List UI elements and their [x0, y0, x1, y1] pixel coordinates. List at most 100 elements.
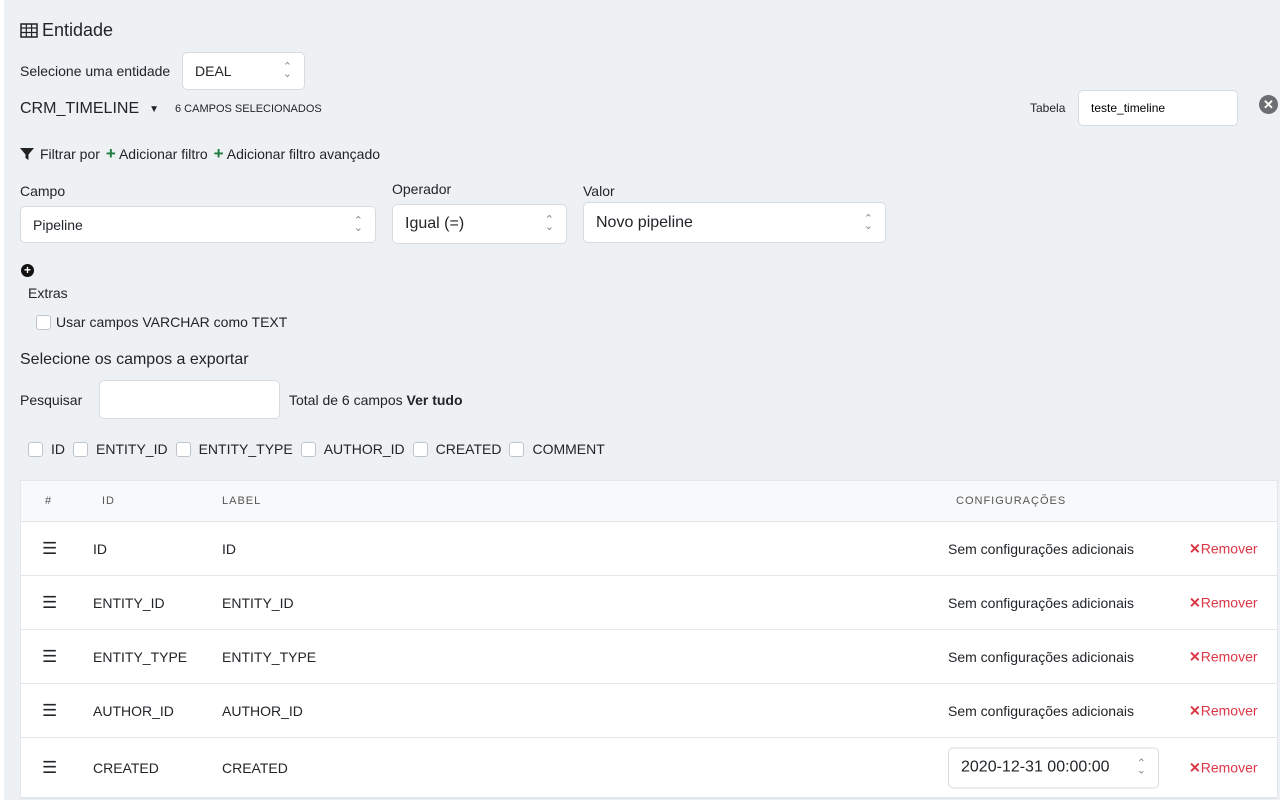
table-row: ☰ ID ID Sem configurações adicionais ✕Re…	[21, 522, 1277, 576]
drag-handle-icon[interactable]: ☰	[42, 700, 58, 720]
drag-handle-icon[interactable]: ☰	[42, 538, 58, 558]
page: Entidade Selecione uma entidade DEAL ⌃ ⌄ …	[4, 0, 1280, 800]
checkbox[interactable]	[509, 441, 525, 457]
row-id: AUTHOR_ID	[93, 702, 174, 719]
row-label: ENTITY_TYPE	[222, 648, 317, 665]
operador-select[interactable]: Igual (=) ⌃ ⌄	[392, 204, 567, 244]
config-text: Sem configurações adicionais	[948, 594, 1134, 611]
remove-text: Remover	[1200, 702, 1258, 718]
remove-text: Remover	[1200, 540, 1258, 556]
config-text: Sem configurações adicionais	[948, 648, 1134, 665]
drag-handle-icon[interactable]: ☰	[42, 757, 58, 777]
checkbox[interactable]	[175, 441, 191, 457]
x-icon: ✕	[1189, 594, 1201, 610]
remove-button[interactable]: ✕Remover	[1189, 759, 1258, 776]
checkbox[interactable]	[73, 441, 88, 457]
field-checkbox-label: CREATED	[435, 441, 502, 457]
valor-label: Valor	[583, 183, 615, 199]
header-id: ID	[102, 495, 115, 507]
field-checkbox-label: ENTITY_ID	[96, 441, 168, 457]
add-advanced-filter-text: Adicionar filtro avançado	[226, 146, 381, 162]
row-id: CREATED	[93, 759, 159, 776]
row-label: ID	[222, 540, 236, 557]
table-row: ☰ CREATED CREATED 2020-12-31 00:00:00 ⌃ ⌄ …	[21, 738, 1277, 798]
checkbox[interactable]	[36, 314, 51, 330]
field-checkbox[interactable]: ID	[28, 441, 65, 457]
valor-select[interactable]: Novo pipeline ⌃ ⌄	[583, 202, 886, 243]
filter-label: Filtrar por	[40, 146, 100, 162]
table-row: ☰ AUTHOR_ID AUTHOR_ID Sem configurações …	[21, 684, 1277, 738]
header-hash: #	[45, 495, 53, 507]
config-text: Sem configurações adicionais	[948, 702, 1134, 719]
entity-value: DEAL	[195, 63, 232, 79]
table-header: # ID LABEL CONFIGURAÇÕES	[21, 481, 1277, 522]
chevron-updown-icon: ⌃ ⌄	[1136, 757, 1146, 777]
table-icon	[20, 23, 38, 38]
field-checkbox-label: COMMENT	[532, 441, 605, 457]
campo-label: Campo	[20, 183, 66, 199]
field-checkbox[interactable]: CREATED	[412, 441, 502, 457]
add-advanced-filter-button[interactable]: + Adicionar filtro avançado	[214, 144, 380, 164]
field-checkbox[interactable]: COMMENT	[509, 441, 605, 457]
x-icon: ✕	[1189, 648, 1201, 664]
row-label: CREATED	[222, 759, 288, 776]
fields-title: Selecione os campos a exportar	[20, 351, 249, 368]
filter-icon	[20, 148, 34, 160]
plus-icon: +	[213, 144, 224, 163]
source-dropdown[interactable]: CRM_TIMELINE ▼	[20, 100, 159, 118]
checkbox[interactable]	[412, 441, 428, 457]
varchar-checkbox[interactable]: Usar campos VARCHAR como TEXT	[36, 314, 287, 330]
close-icon[interactable]: ✕	[1259, 95, 1278, 114]
operador-value: Igual (=)	[405, 215, 465, 232]
row-label: AUTHOR_ID	[222, 702, 303, 719]
field-checkbox[interactable]: ENTITY_ID	[73, 441, 168, 457]
drag-handle-icon[interactable]: ☰	[42, 646, 58, 666]
x-icon: ✕	[1189, 702, 1201, 718]
field-checkboxes: ID ENTITY_ID ENTITY_TYPE AUTHOR_ID CREATED CO…	[28, 441, 605, 457]
caret-down-icon: ▼	[149, 103, 160, 115]
chevron-updown-icon: ⌃ ⌄	[282, 61, 292, 80]
remove-text: Remover	[1200, 648, 1258, 664]
entity-label: Selecione uma entidade	[20, 63, 171, 79]
total-fields: Total de 6 campos Ver tudo	[289, 392, 463, 408]
see-all-link[interactable]: Ver tudo	[406, 392, 463, 408]
drag-handle-icon[interactable]: ☰	[42, 592, 58, 612]
row-id: ENTITY_TYPE	[93, 648, 188, 665]
checkbox[interactable]	[300, 441, 316, 457]
remove-button[interactable]: ✕Remover	[1189, 648, 1258, 665]
checkbox[interactable]	[28, 441, 43, 457]
campo-select[interactable]: Pipeline ⌃ ⌄	[20, 206, 376, 243]
filter-bar: Filtrar por + Adicionar filtro + Adicion…	[20, 144, 380, 164]
selected-count: 6 CAMPOS SELECIONADOS	[175, 103, 322, 115]
section-title: Entidade	[20, 20, 113, 41]
campo-value: Pipeline	[33, 216, 83, 233]
field-checkbox[interactable]: AUTHOR_ID	[300, 441, 405, 457]
field-checkbox-label: AUTHOR_ID	[323, 441, 405, 457]
header-label: LABEL	[222, 495, 262, 507]
search-input[interactable]	[99, 380, 280, 419]
datetime-value: 2020-12-31 00:00:00	[961, 758, 1110, 776]
plus-circle-icon[interactable]: +	[21, 264, 34, 277]
remove-button[interactable]: ✕Remover	[1189, 540, 1258, 557]
valor-value: Novo pipeline	[596, 213, 693, 231]
x-icon: ✕	[1189, 759, 1201, 775]
entity-select[interactable]: DEAL ⌃ ⌄	[182, 52, 305, 90]
chevron-updown-icon: ⌃ ⌄	[353, 214, 363, 234]
config-text: Sem configurações adicionais	[948, 540, 1134, 557]
tabela-input[interactable]	[1078, 90, 1238, 126]
title-text: Entidade	[42, 20, 114, 40]
field-checkbox-label: ID	[51, 441, 65, 457]
field-checkbox[interactable]: ENTITY_TYPE	[175, 441, 293, 457]
header-config: CONFIGURAÇÕES	[956, 495, 1067, 507]
x-icon: ✕	[1189, 540, 1201, 556]
tabela-label: Tabela	[1030, 101, 1066, 115]
operador-label: Operador	[392, 181, 452, 197]
table-row: ☰ ENTITY_ID ENTITY_ID Sem configurações …	[21, 576, 1277, 630]
varchar-label: Usar campos VARCHAR como TEXT	[56, 314, 288, 330]
remove-button[interactable]: ✕Remover	[1189, 702, 1258, 719]
add-filter-button[interactable]: + Adicionar filtro	[106, 144, 208, 164]
remove-button[interactable]: ✕Remover	[1189, 594, 1258, 611]
remove-text: Remover	[1200, 759, 1258, 775]
source-name: CRM_TIMELINE	[20, 100, 140, 117]
datetime-select[interactable]: 2020-12-31 00:00:00 ⌃ ⌄	[948, 747, 1159, 788]
